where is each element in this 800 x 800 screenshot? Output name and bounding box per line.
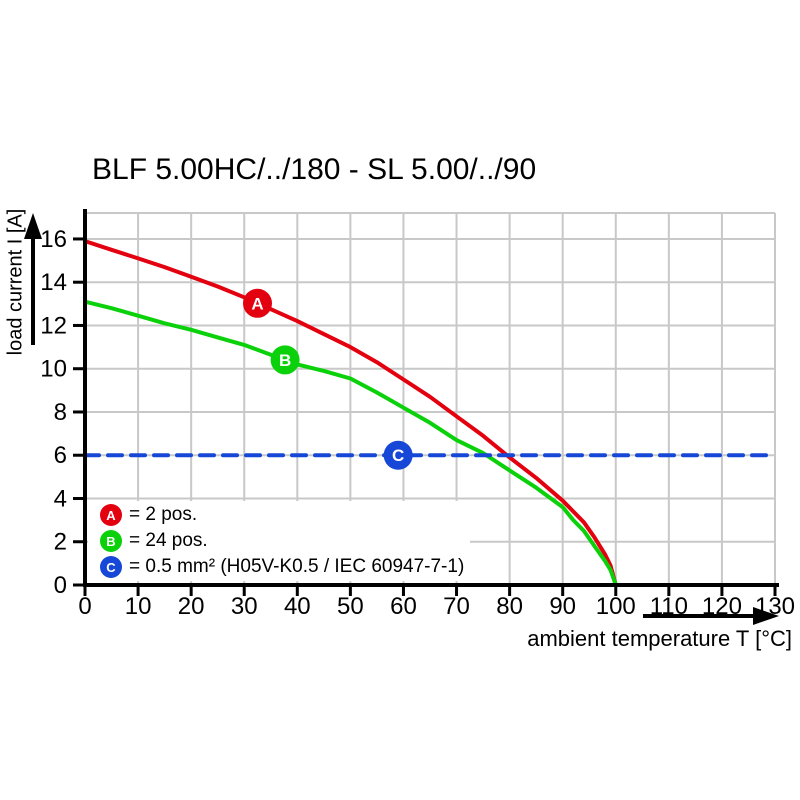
marker-b-letter: B <box>279 351 291 370</box>
marker-c-icon <box>383 440 413 470</box>
x-tick-label: 30 <box>231 593 258 620</box>
y-tick-label: 10 <box>40 356 67 383</box>
y-tick-label: 14 <box>40 269 67 296</box>
legend-label-a: = 2 pos. <box>129 504 198 525</box>
legend: A = 2 pos. B = 24 pos. C = 0.5 mm² (H05V… <box>88 501 470 581</box>
marker-a-icon <box>243 288 272 318</box>
legend-marker-c-letter: C <box>106 559 116 575</box>
legend-marker-a-icon: A <box>100 504 122 526</box>
x-tick-label: 60 <box>390 593 417 620</box>
curve-a <box>83 239 618 587</box>
x-tick-label: 100 <box>596 593 636 620</box>
y-axis-arrowhead-icon <box>24 213 42 239</box>
legend-label-b: = 24 pos. <box>129 530 208 551</box>
x-axis-arrowhead-icon <box>753 607 779 625</box>
x-tick-label: 70 <box>443 593 470 620</box>
legend-marker-b-icon: B <box>100 530 122 552</box>
y-tick-label: 16 <box>40 226 67 253</box>
y-tick-label: 8 <box>54 399 67 426</box>
x-tick-label: 50 <box>337 593 364 620</box>
x-axis-label: ambient temperature T [°C] <box>527 626 792 651</box>
chart-title: BLF 5.00HC/../180 - SL 5.00/../90 <box>92 153 537 186</box>
x-tick-label: 10 <box>125 593 152 620</box>
legend-item-a: A = 2 pos. <box>88 502 470 528</box>
legend-marker-b-letter: B <box>106 533 116 549</box>
legend-marker-c-icon: C <box>100 556 122 578</box>
legend-item-b: B = 24 pos. <box>88 528 470 554</box>
x-tick-label: 40 <box>284 593 311 620</box>
legend-item-c: C = 0.5 mm² (H05V-K0.5 / IEC 60947-7-1) <box>88 554 470 580</box>
y-axis-label: load current I [A] <box>4 208 27 356</box>
curve-b <box>83 299 618 587</box>
y-tick-label: 12 <box>40 312 67 339</box>
legend-marker-a-letter: A <box>106 507 116 523</box>
marker-a-letter: A <box>251 294 263 313</box>
x-tick-label: 90 <box>549 593 576 620</box>
marker-b-icon <box>270 345 300 375</box>
legend-label-c: = 0.5 mm² (H05V-K0.5 / IEC 60947-7-1) <box>129 556 465 577</box>
x-tick-label: 80 <box>496 593 523 620</box>
y-tick-label: 4 <box>54 485 67 512</box>
y-tick-label: 2 <box>54 529 67 556</box>
marker-c-letter: C <box>392 446 404 465</box>
x-tick-label: 20 <box>178 593 205 620</box>
x-tick-label: 0 <box>78 593 91 620</box>
y-tick-label: 6 <box>54 442 67 469</box>
y-tick-label: 0 <box>54 572 67 599</box>
